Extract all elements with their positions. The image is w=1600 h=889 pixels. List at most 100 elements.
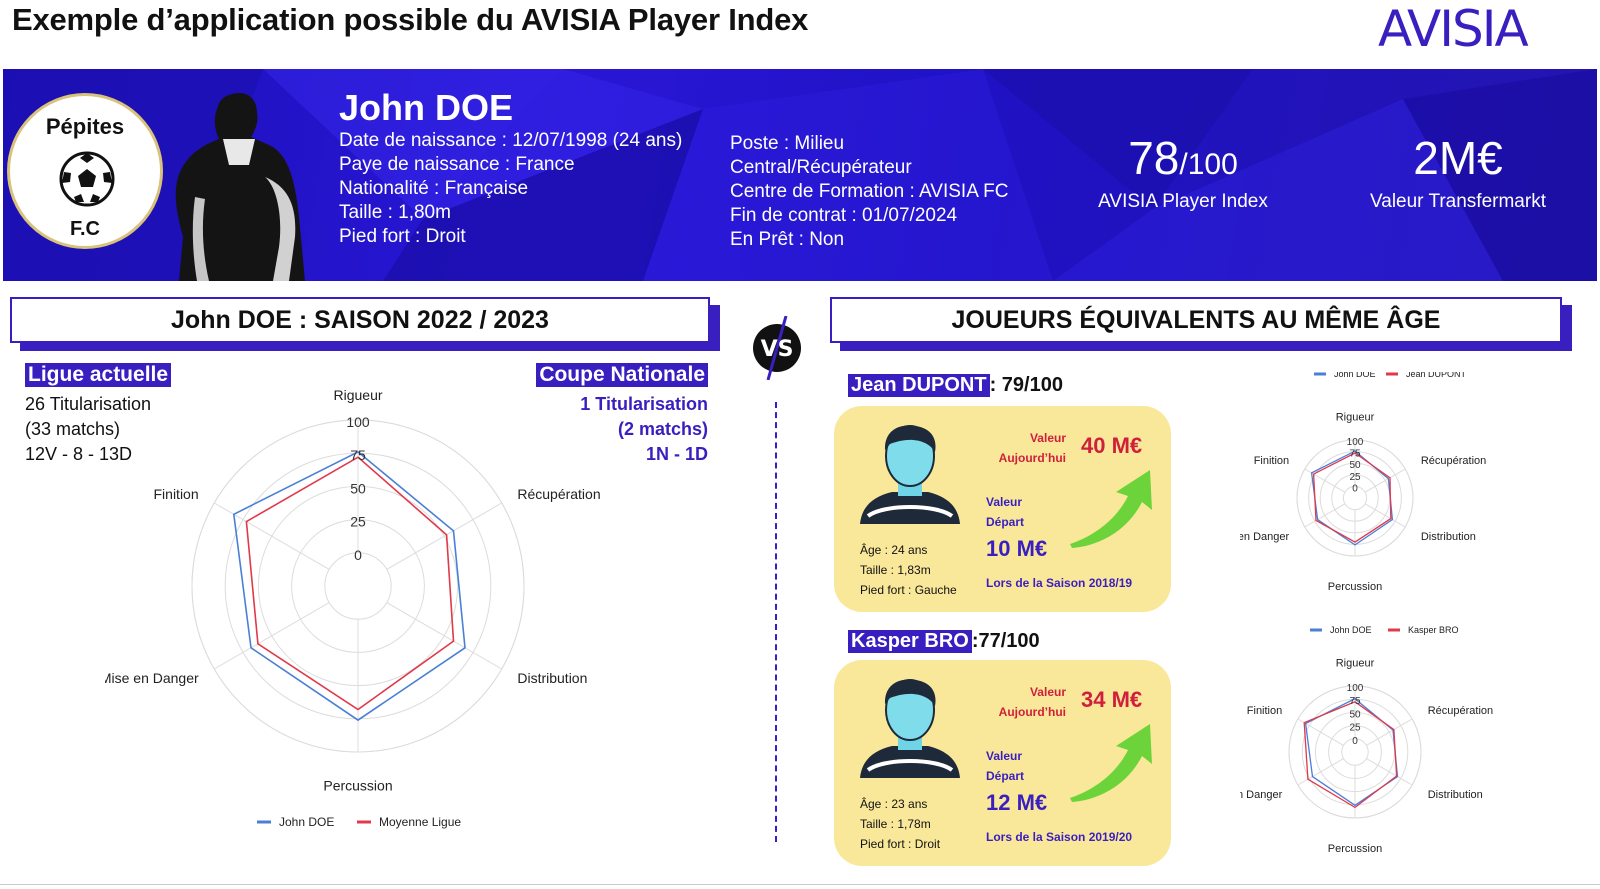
value-today-label-2: Aujourd’hui [998, 451, 1066, 465]
logo-text: AVISIA [1378, 0, 1528, 58]
radar-tick-label: 75 [1349, 696, 1361, 707]
radar-axis-label: Distribution [1421, 531, 1476, 543]
legend-label: John DOE [1334, 372, 1376, 379]
value-today-label-2: Aujourd’hui [998, 705, 1066, 719]
legend-label: Moyenne Ligue [379, 815, 461, 829]
cup-matches: (2 matchs) [617, 419, 708, 439]
height: Taille : 1,80m [339, 202, 451, 223]
radar-tick-label: 100 [346, 414, 370, 430]
radar-axis-label: Percussion [323, 777, 392, 793]
avisia-logo: AVISIA [1378, 0, 1530, 58]
comparison-card-2: Âge : 23 ans Taille : 1,78m Pied fort : … [834, 660, 1171, 866]
strong-foot: Pied fort : Droit [339, 226, 466, 247]
growth-arrow-icon [1070, 724, 1152, 802]
comparison-stats: Âge : 23 ans Taille : 1,78m Pied fort : … [860, 794, 940, 854]
radar-axis-label: Récupération [1428, 705, 1493, 717]
value-today: 34 M€ [1081, 687, 1143, 712]
radar-tick-label: 50 [350, 480, 366, 496]
radar-spoke [1364, 468, 1406, 493]
player-avatar-icon [860, 425, 960, 524]
football-icon [59, 151, 115, 207]
radar-spoke [213, 602, 330, 670]
radar-axis-label: Rigueur [1336, 657, 1375, 669]
radar-tick-label: 0 [1352, 736, 1358, 747]
radar-series-2 [1303, 701, 1398, 809]
radar-spoke [1304, 503, 1346, 528]
value-start-label-1: Valeur [986, 495, 1023, 509]
value-today: 40 M€ [1081, 433, 1143, 458]
radar-axis-label: Distribution [517, 670, 587, 686]
player-silhouette [175, 93, 305, 281]
player-name: John DOE [339, 87, 514, 128]
comparison-heading-2: Kasper BRO:77/100 [848, 630, 1040, 653]
player-avatar-icon [860, 679, 960, 778]
legend-label: Jean DUPONT [1406, 372, 1467, 379]
contract-end: Fin de contrat : 01/07/2024 [730, 205, 958, 226]
transfer-value: 2M€ Valeur Transfermarkt [1353, 131, 1563, 213]
radar-axis-label: Récupération [517, 486, 600, 502]
league-matches: (33 matchs) [25, 419, 121, 439]
radar-series-2 [245, 456, 455, 711]
radar-axis-label: Finition [154, 486, 199, 502]
league-stats: 26 Titularisation (33 matchs) 12V - 8 - … [25, 392, 151, 467]
radar-axis-label: Récupération [1421, 455, 1486, 467]
radar-tick-label: 25 [1349, 472, 1361, 483]
index-value: 78 [1128, 132, 1180, 184]
legend-label: John DOE [1330, 626, 1372, 635]
comparison-height: Taille : 1,78m [860, 817, 931, 831]
main-radar-chart: 0 25 50 75 100 Rigueur Récupération Distributio… [105, 387, 601, 829]
on-loan: En Prêt : Non [730, 229, 845, 250]
radar-spoke [213, 502, 330, 570]
comparison-radar-chart-2: 0 25 50 75 100 Rigueur Récupération Distributio… [1240, 626, 1493, 855]
transfer-value-amount: 2M€ [1413, 132, 1503, 184]
value-today-label: Valeur Aujourd’hui [984, 682, 1066, 722]
value-start-label: Valeur Départ [986, 492, 1024, 532]
index-max: /100 [1179, 148, 1238, 181]
value-today-label-1: Valeur [1029, 685, 1066, 699]
index-label: AVISIA Player Index [1098, 191, 1268, 212]
league-title: Ligue actuelle [25, 363, 172, 387]
radar-spoke [1364, 503, 1406, 528]
player-index: 78/100 AVISIA Player Index [1093, 131, 1273, 213]
radar-axis-label: Finition [1247, 705, 1282, 717]
equivalent-players-title: JOUEURS ÉQUIVALENTS AU MÊME ÂGE [830, 297, 1562, 343]
radar-tick-label: 25 [350, 514, 366, 530]
radar-tick-label: 50 [1349, 709, 1361, 720]
transfer-value-label: Valeur Transfermarkt [1370, 191, 1546, 212]
season-label: Lors de la Saison 2019/20 [986, 830, 1133, 844]
vs-icon: VS [753, 316, 801, 380]
value-today-label-1: Valeur [1029, 431, 1066, 445]
club-badge: Pépites F.C [7, 93, 163, 249]
radar-spoke [1366, 718, 1413, 746]
training-center: Centre de Formation : AVISIA FC [730, 181, 1009, 202]
value-start-label: Valeur Départ [986, 746, 1024, 786]
league-record: 12V - 8 - 13D [25, 444, 133, 464]
page-title: Exemple d’application possible du AVISIA… [12, 2, 809, 37]
comparison-foot: Pied fort : Droit [860, 837, 941, 851]
player-info-right: Poste : Milieu Central/Récupérateur Cent… [730, 132, 1008, 252]
comparison-player-name: Kasper BRO [848, 630, 972, 653]
radar-tick-label: 100 [1347, 437, 1364, 448]
comparison-player-score: :77/100 [971, 630, 1040, 652]
radar-axis-label: Mise en Danger [1240, 789, 1283, 801]
comparison-foot: Pied fort : Gauche [860, 583, 957, 597]
player-info-left: Date de naissance : 12/07/1998 (24 ans) … [339, 129, 682, 249]
cup-starts: 1 Titularisation [580, 394, 708, 414]
radar-spoke [386, 502, 503, 570]
radar-spoke [1366, 758, 1413, 786]
legend-label: Kasper BRO [1408, 626, 1459, 635]
vs-label: VS [761, 337, 794, 362]
radar-tick-label: 50 [1349, 460, 1361, 471]
league-heading: Ligue actuelle [25, 363, 172, 387]
value-start-label-1: Valeur [986, 749, 1023, 763]
player-banner: Pépites F.C John DOE Date de naissance :… [3, 69, 1597, 281]
radar-series-1 [1310, 450, 1394, 546]
radar-axis-label: Finition [1254, 455, 1289, 467]
league-starts: 26 Titularisation [25, 394, 152, 414]
value-start: 12 M€ [986, 790, 1048, 815]
footer-divider [0, 884, 1600, 885]
season-label: Lors de la Saison 2018/19 [986, 576, 1133, 590]
club-name: Pépites [45, 114, 125, 139]
radar-axis-label: Mise en Danger [1240, 531, 1290, 543]
